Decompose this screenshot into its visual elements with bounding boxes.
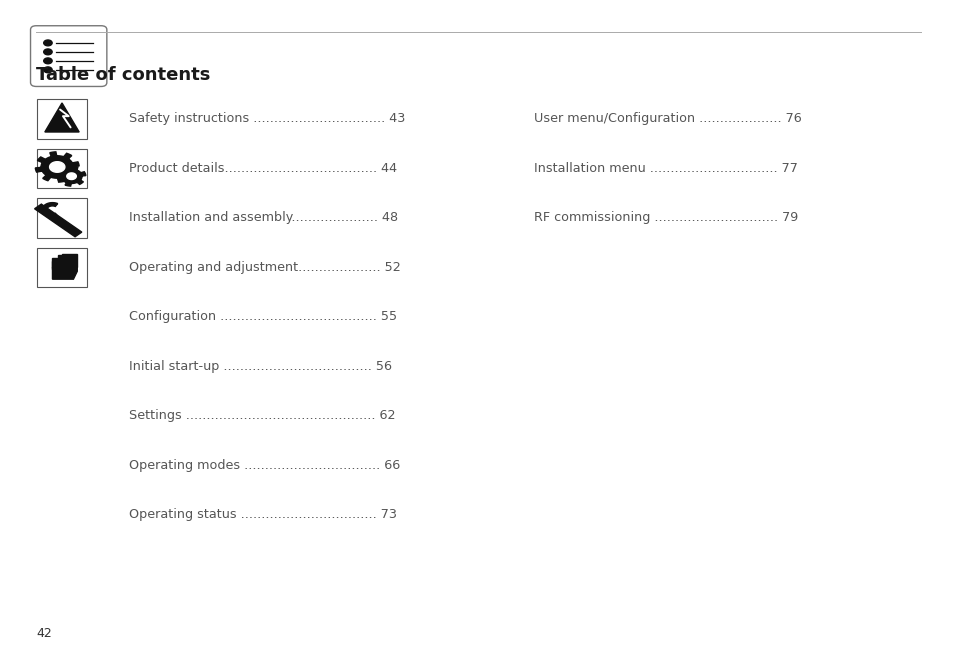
Text: Initial start-up .................................... 56: Initial start-up .......................… <box>129 360 392 373</box>
FancyBboxPatch shape <box>30 26 107 86</box>
Text: Installation and assembly..................... 48: Installation and assembly...............… <box>129 211 397 224</box>
Polygon shape <box>52 267 77 279</box>
Polygon shape <box>62 254 77 267</box>
Text: Safety instructions ................................ 43: Safety instructions ....................… <box>129 112 405 125</box>
Text: RF commissioning .............................. 79: RF commissioning .......................… <box>534 211 798 224</box>
Circle shape <box>44 49 52 55</box>
Polygon shape <box>67 173 76 180</box>
Polygon shape <box>52 258 58 267</box>
Polygon shape <box>52 261 60 269</box>
Polygon shape <box>58 255 66 267</box>
Text: Installation menu ............................... 77: Installation menu ......................… <box>534 162 798 175</box>
Polygon shape <box>42 203 57 217</box>
FancyBboxPatch shape <box>37 99 87 139</box>
Polygon shape <box>45 103 79 132</box>
Text: Table of contents: Table of contents <box>36 66 211 84</box>
Circle shape <box>44 40 52 46</box>
Polygon shape <box>57 166 86 186</box>
Polygon shape <box>34 204 82 237</box>
Text: Configuration ...................................... 55: Configuration ..........................… <box>129 310 396 323</box>
Polygon shape <box>50 162 65 172</box>
Text: Settings .............................................. 62: Settings ...............................… <box>129 409 395 422</box>
Circle shape <box>44 58 52 64</box>
Text: Operating modes ................................. 66: Operating modes ........................… <box>129 459 399 472</box>
Polygon shape <box>35 152 79 182</box>
Text: Operating and adjustment.................... 52: Operating and adjustment................… <box>129 261 400 274</box>
FancyBboxPatch shape <box>37 248 87 287</box>
Circle shape <box>44 67 52 73</box>
Text: Operating status ................................. 73: Operating status .......................… <box>129 508 396 521</box>
Text: 42: 42 <box>36 627 52 640</box>
FancyBboxPatch shape <box>37 148 87 188</box>
Text: User menu/Configuration .................... 76: User menu/Configuration ................… <box>534 112 801 125</box>
Text: Product details..................................... 44: Product details.........................… <box>129 162 396 175</box>
FancyBboxPatch shape <box>37 198 87 238</box>
